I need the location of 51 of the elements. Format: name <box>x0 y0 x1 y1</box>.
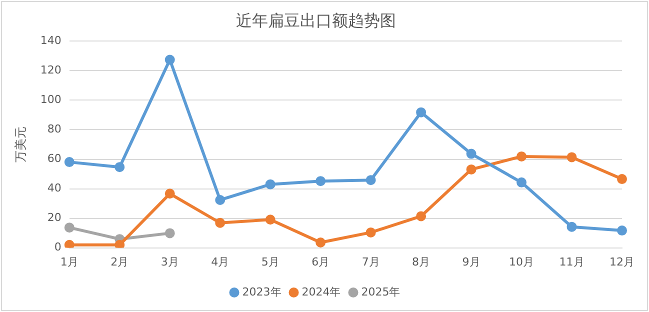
x-tick-label: 9月 <box>462 255 480 268</box>
legend-label: 2024年 <box>302 285 341 298</box>
x-tick-label: 3月 <box>160 255 179 268</box>
y-tick-label: 120 <box>40 64 62 77</box>
point <box>164 228 175 238</box>
x-tick-label: 11月 <box>559 255 584 268</box>
point <box>64 157 74 168</box>
point <box>114 162 125 172</box>
point <box>617 226 627 236</box>
point <box>164 54 175 65</box>
y-tick-label: 100 <box>40 93 62 106</box>
point <box>114 240 125 248</box>
y-tick-label: 80 <box>47 122 62 136</box>
point <box>516 177 527 188</box>
point <box>265 214 276 225</box>
point <box>64 222 74 233</box>
legend-label: 2023年 <box>242 285 282 298</box>
point <box>265 179 276 190</box>
point <box>316 237 326 248</box>
y-tick-label: 60 <box>47 152 62 166</box>
point <box>416 107 426 118</box>
point <box>617 174 627 184</box>
point <box>466 164 476 174</box>
x-tick-label: 1月 <box>60 255 78 268</box>
point <box>215 194 226 205</box>
y-tick-label: 140 <box>40 34 62 48</box>
y-tick-label: 40 <box>47 182 62 195</box>
point <box>516 151 527 162</box>
point <box>416 211 426 222</box>
x-tick-label: 10月 <box>509 255 534 268</box>
point <box>64 240 74 248</box>
x-tick-label: 12月 <box>610 255 634 268</box>
point <box>164 188 175 199</box>
legend-label: 2025年 <box>361 285 400 298</box>
point <box>466 148 476 159</box>
point <box>566 152 577 162</box>
x-tick-label: 7月 <box>362 255 380 268</box>
x-tick-label: 4月 <box>211 255 230 268</box>
point <box>215 218 226 228</box>
x-tick-label: 6月 <box>312 255 330 268</box>
x-tick-label: 5月 <box>261 255 280 268</box>
y-axis-title: 万美元 <box>13 126 28 162</box>
point <box>566 222 577 232</box>
chart-title: 近年扁豆出口额趋势图 <box>236 10 396 30</box>
point <box>366 227 376 238</box>
point <box>366 175 376 186</box>
x-tick-label: 8月 <box>412 255 430 268</box>
x-tick-label: 2月 <box>110 255 129 268</box>
y-tick-label: 0 <box>54 240 62 254</box>
y-tick-label: 20 <box>47 211 62 224</box>
point <box>316 176 326 186</box>
